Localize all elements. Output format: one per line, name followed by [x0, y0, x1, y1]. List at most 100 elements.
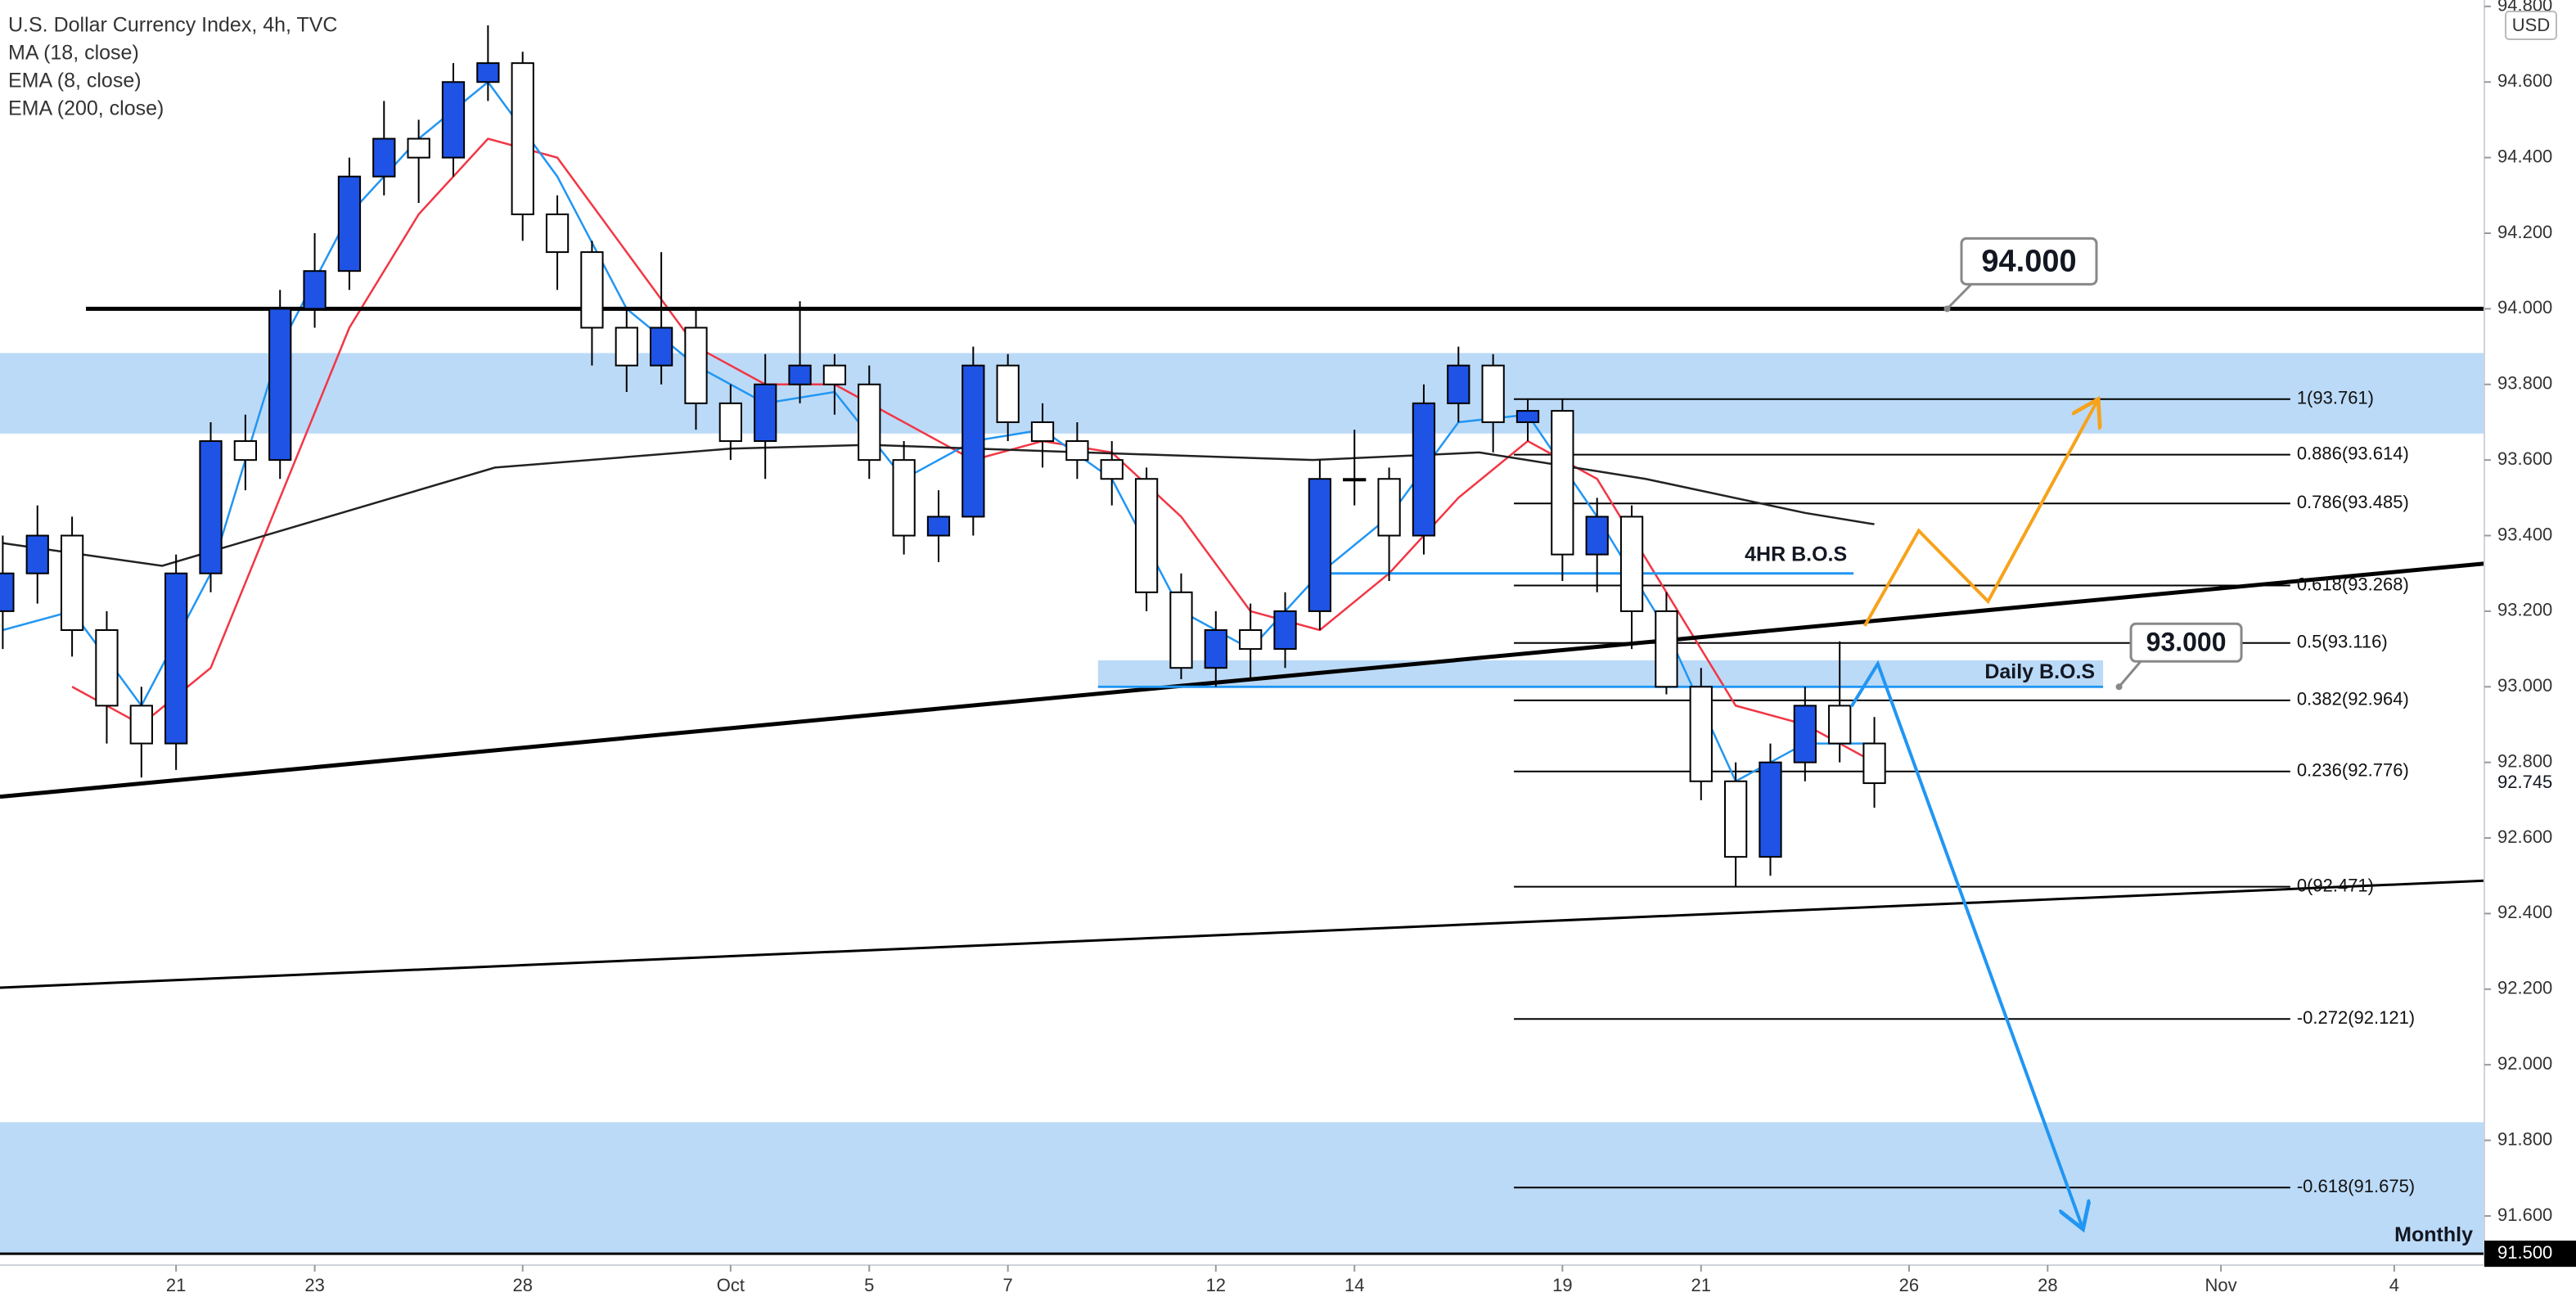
y-tick-label: 94.200 [2497, 222, 2552, 242]
x-tick-label: 19 [1552, 1275, 1572, 1295]
candle-body [926, 516, 951, 537]
fib-label: 0.236(92.776) [2297, 760, 2409, 781]
candle-body [129, 705, 153, 745]
legend-entry: EMA (8, close) [8, 70, 142, 92]
x-tick-label: 4 [2389, 1275, 2399, 1295]
y-tick-label: 94.400 [2497, 146, 2552, 166]
candle-body [233, 440, 258, 462]
fib-label: 0.5(93.116) [2297, 632, 2388, 652]
candle-body [1377, 478, 1401, 537]
fib-label: -0.272(92.121) [2297, 1007, 2415, 1028]
candle-body [615, 326, 638, 367]
y-tick-label: 91.600 [2497, 1205, 2552, 1225]
x-tick-label: 26 [1899, 1275, 1919, 1295]
x-tick-label: 21 [166, 1275, 186, 1295]
x-tick-label: 5 [864, 1275, 874, 1295]
candle-body [684, 326, 708, 404]
legend-entry: MA (18, close) [8, 42, 139, 65]
y-tick-label: 94.600 [2497, 70, 2552, 91]
y-tick-label: 93.200 [2497, 600, 2552, 620]
candle-body [1343, 478, 1367, 482]
x-tick-label: 14 [1344, 1275, 1364, 1295]
candle-body [858, 383, 881, 462]
candle-body [268, 308, 292, 462]
x-tick-label: 23 [304, 1275, 324, 1295]
chart-title: U.S. Dollar Currency Index, 4h, TVC [8, 14, 337, 37]
candle-body [1412, 402, 1436, 537]
candle-body [1065, 440, 1089, 462]
candle-body [1447, 364, 1470, 404]
candle-body [754, 383, 777, 443]
drawn-line [0, 561, 2484, 799]
y-tick-label: 94.000 [2497, 297, 2552, 317]
candle-body [892, 459, 916, 537]
candle-body [1585, 516, 1609, 556]
candle-body [1273, 610, 1297, 651]
x-tick-label: 7 [1003, 1275, 1013, 1295]
callout-label: 93.000 [2146, 628, 2227, 657]
overlay: U.S. Dollar Currency Index, 4h, TVC 1(93… [8, 14, 2473, 1246]
zone-label: Monthly [2394, 1223, 2473, 1246]
candle-body [961, 364, 985, 518]
candle-body [1655, 610, 1678, 688]
y-tick-label: 92.000 [2497, 1053, 2552, 1074]
arrow [1849, 660, 2083, 1229]
candle-body [1862, 742, 1886, 785]
candle-body [372, 137, 396, 178]
candle-body [580, 251, 604, 329]
candle-body [650, 326, 673, 367]
candle-body [25, 534, 49, 574]
candle-body [441, 81, 466, 159]
callout-box [2129, 622, 2243, 663]
price-label: 92.745 [2497, 772, 2552, 792]
y-tick-label: 92.400 [2497, 902, 2552, 922]
x-tick-label: 21 [1691, 1275, 1711, 1295]
fib-label: 0.886(93.614) [2297, 443, 2409, 463]
drawn-line [0, 879, 2484, 989]
candle-body [1619, 516, 1644, 612]
callout-anchor [2115, 683, 2123, 691]
fib-label: 0.618(93.268) [2297, 574, 2409, 594]
candle-body [1100, 459, 1124, 480]
candle-body [822, 364, 847, 385]
callout-pointer [1946, 283, 1973, 310]
candle-body [1204, 628, 1227, 669]
candle-body [199, 440, 223, 574]
candle-body [1759, 761, 1782, 858]
line-label: 4HR B.O.S [1745, 543, 1847, 565]
y-tick-label: 93.600 [2497, 448, 2552, 469]
x-tick-label: 12 [1206, 1275, 1226, 1295]
candle-body [545, 213, 570, 254]
fib-label: 1(93.761) [2297, 388, 2374, 408]
callout-box [1960, 236, 2098, 286]
candle-body [95, 628, 119, 707]
fib-label: 0(92.471) [2297, 875, 2374, 895]
candle-body [511, 62, 534, 215]
callout-pointer [2118, 660, 2142, 688]
candle-body [1689, 686, 1713, 782]
candle-body [407, 137, 430, 159]
candle-body [476, 62, 500, 83]
x-tick-label: 28 [2038, 1275, 2057, 1295]
candle-body [1481, 364, 1505, 423]
fib-label: -0.618(91.675) [2297, 1176, 2415, 1196]
candle-body [996, 364, 1020, 423]
candle-body [1169, 591, 1193, 669]
x-tick-label: Oct [717, 1275, 745, 1295]
candle-body [718, 402, 742, 443]
candle-body [1308, 478, 1332, 612]
x-tick-label: Nov [2205, 1275, 2237, 1295]
candle-body [0, 572, 15, 612]
y-tick-label: 91.800 [2497, 1128, 2552, 1149]
candle-body [1239, 628, 1263, 651]
y-tick-label: 92.800 [2497, 750, 2552, 771]
y-tick-label: 93.800 [2497, 373, 2552, 394]
callout-anchor [1943, 305, 1951, 313]
y-tick-label: 93.000 [2497, 675, 2552, 696]
candle-body [1551, 410, 1574, 556]
candle-body [788, 364, 812, 385]
currency-label: USD [2512, 15, 2550, 35]
arrow [1862, 399, 2098, 627]
